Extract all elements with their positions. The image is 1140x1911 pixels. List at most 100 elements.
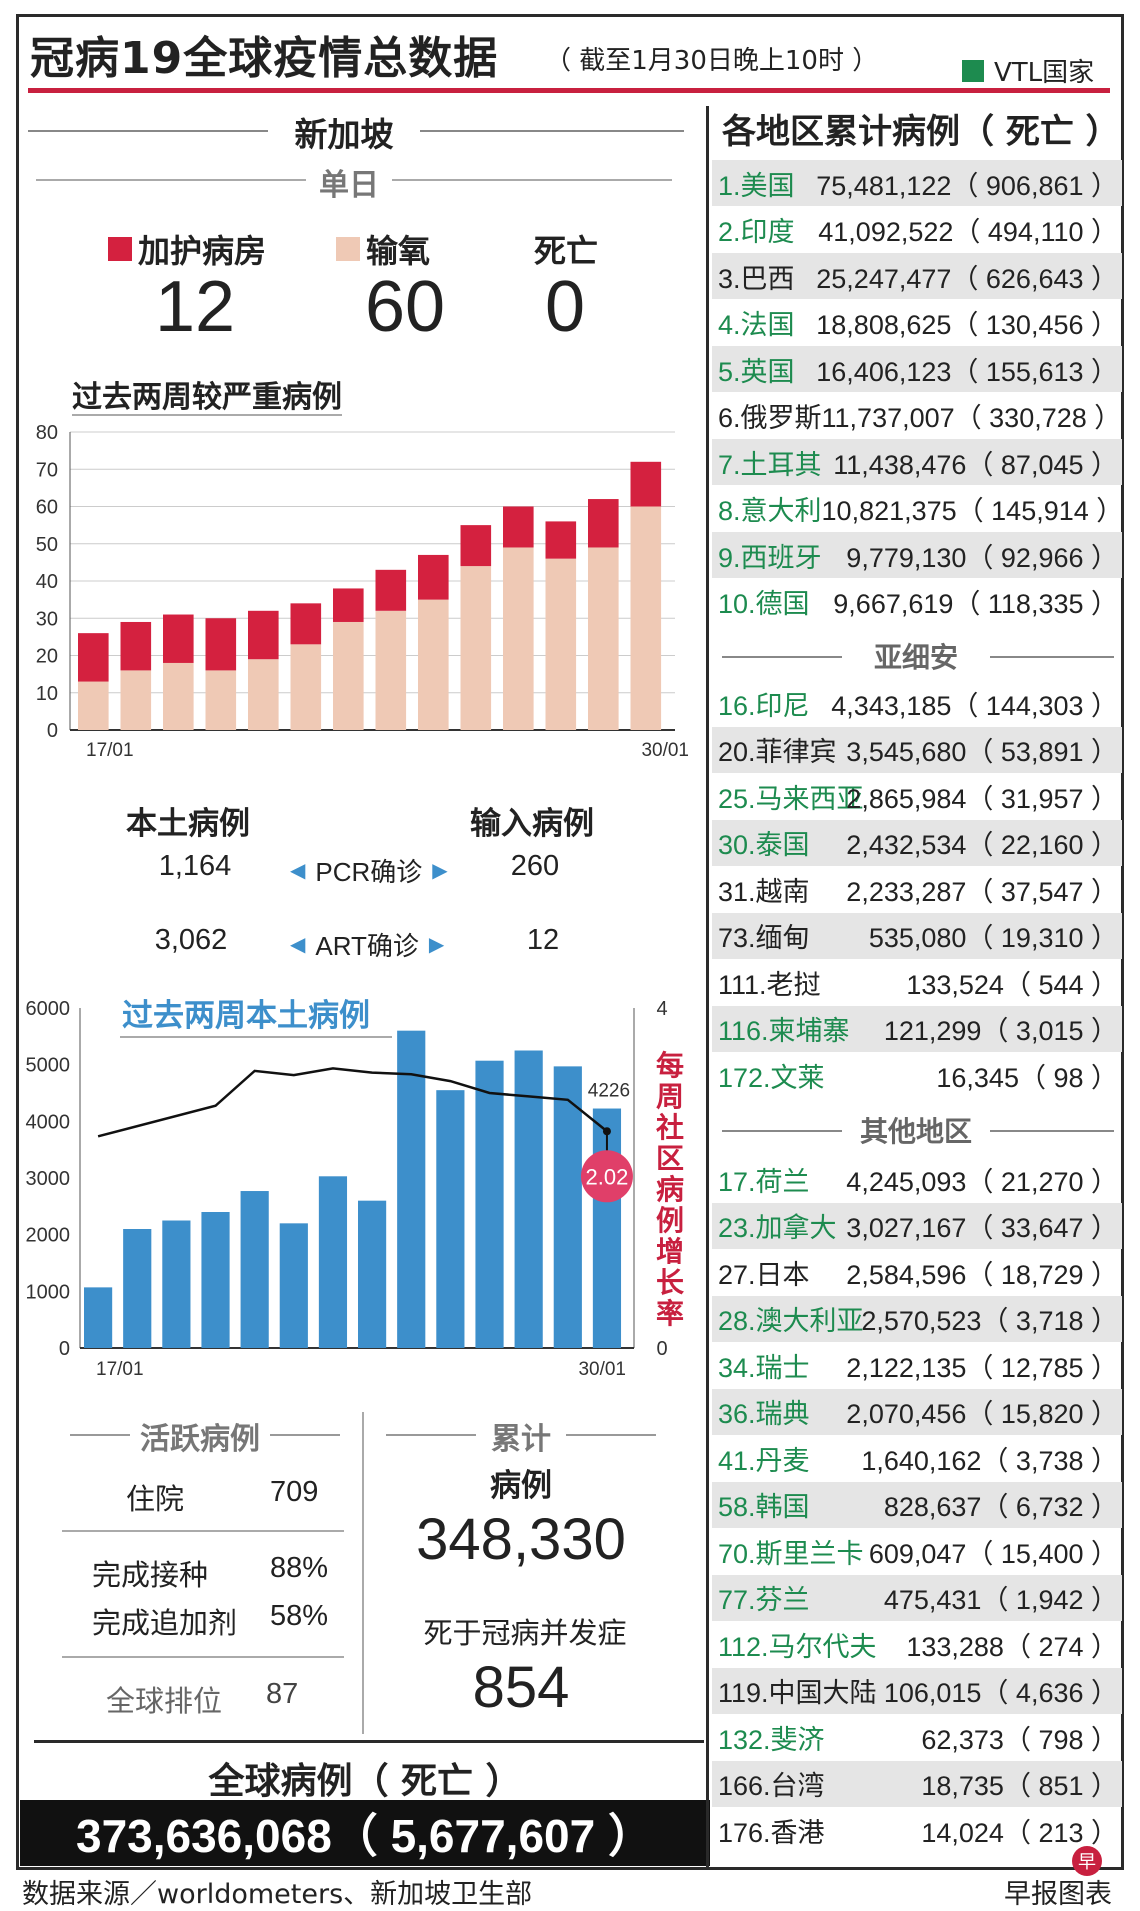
divider bbox=[990, 1130, 1114, 1132]
region-row: 25.马来西亚 2,865,984（ 31,957 ） bbox=[712, 773, 1122, 819]
region-value: 2,233,287（ 37,547 ） bbox=[846, 876, 1118, 907]
region-name: 5.英国 bbox=[718, 356, 795, 387]
booster-value: 58% bbox=[270, 1600, 329, 1632]
pcr-local-value: 1,164 bbox=[158, 850, 232, 882]
region-value: 133,524（ 544 ） bbox=[906, 969, 1118, 1000]
oxygen-value: 60 bbox=[364, 267, 446, 347]
region-name: 27.日本 bbox=[718, 1259, 810, 1290]
y-tick-label: 30 bbox=[36, 608, 58, 630]
oxygen-bar bbox=[78, 681, 109, 730]
region-value: 4,245,093（ 21,270 ） bbox=[846, 1166, 1118, 1197]
region-name: 31.越南 bbox=[718, 876, 810, 907]
region-name: 172.文莱 bbox=[718, 1062, 825, 1093]
region-name: 34.瑞士 bbox=[718, 1352, 810, 1383]
region-name: 1.美国 bbox=[718, 170, 795, 201]
region-row: 119.中国大陆 106,015（ 4,636 ） bbox=[712, 1667, 1122, 1714]
icu-value: 12 bbox=[154, 267, 236, 347]
cumulative-cases-value: 348,330 bbox=[416, 1507, 626, 1572]
local-cases-bar bbox=[279, 1223, 308, 1348]
region-value: 75,481,122（ 906,861 ） bbox=[816, 170, 1118, 201]
local-cases-chart: 0 1000 2000 3000 4000 5000 6000 0 4 4226 2.02 17/01… bbox=[26, 998, 668, 1380]
icu-bar bbox=[290, 603, 322, 645]
region-row: 166.台湾 18,735（ 851 ） bbox=[712, 1760, 1122, 1807]
region-name: 4.法国 bbox=[718, 310, 795, 340]
region-name: 166.台湾 bbox=[718, 1771, 825, 1801]
right-arrow-icon: ▶ bbox=[428, 934, 445, 956]
icu-label-text: 加护病房 bbox=[138, 232, 267, 270]
region-row: 16.印尼 4,343,185（ 144,303 ） bbox=[712, 680, 1122, 726]
icu-label: 加护病房 bbox=[108, 226, 266, 272]
region-name: 73.缅甸 bbox=[718, 923, 810, 953]
region-value: 3,545,680（ 53,891 ） bbox=[846, 737, 1118, 767]
y-tick-label: 40 bbox=[36, 571, 58, 593]
singapore-title: 新加坡 bbox=[294, 115, 394, 154]
region-name: 70.斯里兰卡 bbox=[718, 1538, 864, 1569]
region-value: 2,570,523（ 3,718 ） bbox=[861, 1306, 1118, 1336]
region-value: 2,070,456（ 15,820 ） bbox=[846, 1399, 1118, 1429]
local-cases-bar bbox=[162, 1220, 191, 1348]
oxygen-bar bbox=[545, 558, 577, 730]
x-tick-label: 17/01 bbox=[96, 1359, 144, 1380]
region-row: 4.法国 18,808,625（ 130,456 ） bbox=[712, 300, 1122, 346]
growth-axis-label: 每周社区病例增长率 bbox=[655, 1049, 684, 1330]
region-row: 73.缅甸 535,080（ 19,310 ） bbox=[712, 912, 1122, 959]
y-tick-label: 1000 bbox=[26, 1281, 71, 1303]
cumulative-cases-label: 病例 bbox=[490, 1468, 552, 1504]
vtl-legend: VTL国家 bbox=[962, 52, 1094, 89]
region-value: 14,024（ 213 ） bbox=[921, 1817, 1118, 1848]
region-value: 2,865,984（ 31,957 ） bbox=[846, 783, 1118, 814]
outer-frame bbox=[16, 14, 1124, 1870]
region-name: 16.印尼 bbox=[718, 690, 810, 721]
oxygen-bar bbox=[205, 670, 237, 730]
region-name: 7.土耳其 bbox=[718, 449, 822, 480]
region-value: 609,047（ 15,400 ） bbox=[868, 1538, 1118, 1569]
divider bbox=[62, 1530, 344, 1532]
region-value: 9,779,130（ 92,966 ） bbox=[846, 542, 1118, 573]
divider bbox=[28, 130, 268, 132]
y2-tick-label: 0 bbox=[656, 1338, 667, 1360]
icu-bar bbox=[460, 525, 492, 567]
region-value: 62,373（ 798 ） bbox=[921, 1724, 1118, 1755]
hospital-value: 709 bbox=[270, 1476, 319, 1508]
region-row: 58.韩国 828,637（ 6,732 ） bbox=[712, 1481, 1122, 1528]
local-chart-title: 过去两周本土病例 bbox=[122, 998, 370, 1034]
region-value: 25,247,477（ 626,643 ） bbox=[816, 263, 1118, 294]
y-tick-label: 2000 bbox=[26, 1225, 71, 1247]
divider bbox=[70, 1434, 130, 1436]
vaccination-label: 完成接种 bbox=[92, 1558, 209, 1592]
region-row: 30.泰国 2,432,534（ 22,160 ） bbox=[712, 819, 1122, 866]
local-cases-bar bbox=[201, 1212, 230, 1348]
divider bbox=[36, 179, 306, 181]
y-tick-label: 4000 bbox=[26, 1111, 71, 1133]
region-row: 1.美国 75,481,122（ 906,861 ） bbox=[712, 160, 1122, 206]
oxygen-bar bbox=[588, 547, 619, 730]
art-label: ◀ ART确诊 ▶ bbox=[290, 926, 444, 963]
divider bbox=[566, 1434, 656, 1436]
region-name: 116.柬埔寨 bbox=[718, 1016, 850, 1046]
y-tick-label: 20 bbox=[36, 646, 58, 668]
art-local-value: 3,062 bbox=[154, 924, 228, 956]
title-underline bbox=[28, 88, 1110, 93]
global-cases-label: 全球病例（ 死亡 ） bbox=[208, 1761, 522, 1802]
oxygen-swatch bbox=[336, 237, 360, 261]
region-name: 77.芬兰 bbox=[718, 1585, 810, 1615]
right-arrow-icon: ▶ bbox=[432, 860, 448, 882]
region-name: 41.丹麦 bbox=[718, 1445, 810, 1476]
icu-bar bbox=[333, 588, 364, 622]
region-name: 10.德国 bbox=[718, 589, 810, 619]
region-value: 18,808,625（ 130,456 ） bbox=[816, 310, 1118, 340]
region-row: 28.澳大利亚 2,570,523（ 3,718 ） bbox=[712, 1295, 1122, 1342]
global-rank-value: 87 bbox=[266, 1678, 299, 1710]
region-name: 17.荷兰 bbox=[718, 1166, 810, 1197]
region-value: 133,288（ 274 ） bbox=[906, 1631, 1118, 1662]
region-row: 77.芬兰 475,431（ 1,942 ） bbox=[712, 1574, 1122, 1621]
region-row: 41.丹麦 1,640,162（ 3,738 ） bbox=[712, 1435, 1122, 1481]
y-tick-label: 0 bbox=[47, 720, 58, 742]
region-row: 7.土耳其 11,438,476（ 87,045 ） bbox=[712, 439, 1122, 485]
divider bbox=[72, 414, 342, 416]
local-cases-bar bbox=[397, 1030, 426, 1348]
divider bbox=[270, 1434, 340, 1436]
pcr-imported-value: 260 bbox=[510, 850, 560, 882]
booster-label: 完成追加剂 bbox=[92, 1606, 238, 1640]
region-row: 116.柬埔寨 121,299（ 3,015 ） bbox=[712, 1005, 1122, 1052]
